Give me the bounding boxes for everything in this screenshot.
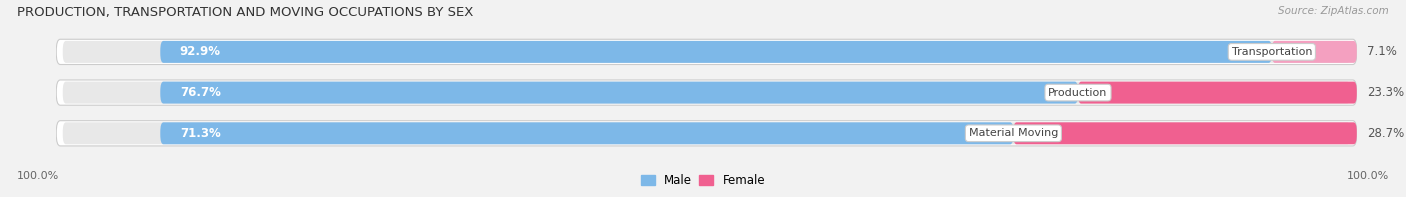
FancyBboxPatch shape bbox=[56, 80, 1357, 105]
FancyBboxPatch shape bbox=[1014, 122, 1357, 144]
Text: Production: Production bbox=[1049, 88, 1108, 98]
Text: 28.7%: 28.7% bbox=[1367, 127, 1405, 140]
FancyBboxPatch shape bbox=[63, 122, 1350, 144]
FancyBboxPatch shape bbox=[160, 122, 1014, 144]
Text: 23.3%: 23.3% bbox=[1367, 86, 1405, 99]
Text: 71.3%: 71.3% bbox=[180, 127, 221, 140]
FancyBboxPatch shape bbox=[160, 41, 1272, 63]
FancyBboxPatch shape bbox=[56, 39, 1357, 64]
FancyBboxPatch shape bbox=[1272, 41, 1357, 63]
FancyBboxPatch shape bbox=[160, 82, 1078, 104]
Text: 100.0%: 100.0% bbox=[17, 171, 59, 181]
Text: Transportation: Transportation bbox=[1232, 47, 1312, 57]
Text: 7.1%: 7.1% bbox=[1367, 45, 1398, 58]
Text: Source: ZipAtlas.com: Source: ZipAtlas.com bbox=[1278, 6, 1389, 16]
Text: PRODUCTION, TRANSPORTATION AND MOVING OCCUPATIONS BY SEX: PRODUCTION, TRANSPORTATION AND MOVING OC… bbox=[17, 6, 474, 19]
FancyBboxPatch shape bbox=[63, 41, 1350, 63]
FancyBboxPatch shape bbox=[63, 82, 1350, 104]
FancyBboxPatch shape bbox=[56, 121, 1357, 146]
FancyBboxPatch shape bbox=[1078, 82, 1357, 104]
Text: 100.0%: 100.0% bbox=[1347, 171, 1389, 181]
Text: 92.9%: 92.9% bbox=[180, 45, 221, 58]
Legend: Male, Female: Male, Female bbox=[638, 171, 768, 189]
Text: Material Moving: Material Moving bbox=[969, 128, 1059, 138]
Text: 76.7%: 76.7% bbox=[180, 86, 221, 99]
